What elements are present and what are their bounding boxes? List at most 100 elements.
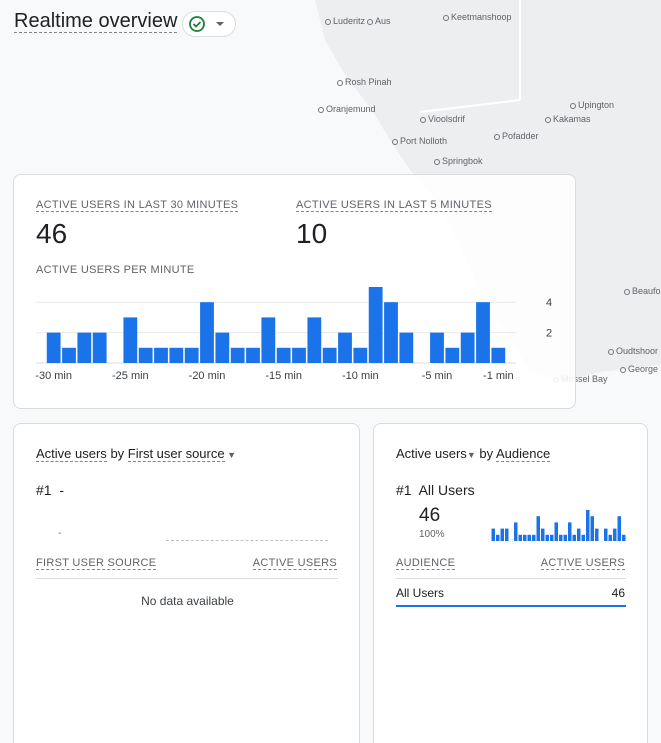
status-badge[interactable]	[182, 11, 236, 37]
spark-bar	[622, 534, 626, 541]
spark-bar	[496, 534, 500, 541]
spark-bar	[541, 528, 545, 541]
bar	[384, 302, 398, 363]
bar	[368, 287, 383, 363]
metric-label: ACTIVE USERS IN LAST 30 MINUTES	[36, 199, 239, 212]
bar	[123, 317, 138, 363]
summary-card: ACTIVE USERS IN LAST 30 MINUTES 46 ACTIV…	[13, 174, 576, 409]
place-label: Oudtshoor	[608, 346, 658, 356]
top-value: 46	[419, 505, 441, 526]
bar	[154, 347, 168, 363]
top-name: All Users	[418, 482, 475, 498]
y-tick-label: 4	[546, 297, 552, 309]
column-header[interactable]: ACTIVE USERS	[540, 557, 625, 570]
table-cell: All Users	[396, 586, 445, 600]
place-label: Aus	[367, 16, 391, 26]
x-tick-label: -1 min	[483, 370, 514, 382]
y-tick-label: 2	[546, 328, 552, 340]
place-label: Pofadder	[494, 131, 539, 141]
source-card: Active users by First user source ▼ #1 -…	[13, 423, 360, 743]
bar	[46, 332, 61, 363]
spark-bar	[572, 534, 576, 541]
place-label: Vioolsdrif	[420, 114, 465, 124]
bar	[169, 347, 184, 363]
x-tick-label: -5 min	[422, 370, 453, 382]
spark-bar	[563, 534, 567, 541]
row-underline	[396, 605, 626, 607]
top-row: #1 -	[36, 482, 64, 498]
place-label: George	[620, 364, 658, 374]
bar	[445, 347, 460, 363]
bar	[491, 347, 506, 363]
bar	[276, 347, 291, 363]
place-label: Keetmanshoop	[443, 12, 512, 22]
metric-label: ACTIVE USERS IN LAST 5 MINUTES	[296, 199, 492, 212]
spark-bar	[568, 522, 572, 541]
top-name: -	[59, 482, 65, 498]
chart-title: ACTIVE USERS PER MINUTE	[36, 264, 195, 276]
column-header[interactable]: ACTIVE USERS	[252, 557, 337, 570]
spark-bar	[577, 528, 581, 541]
place-label: Upington	[570, 100, 614, 110]
bar	[246, 347, 260, 363]
metric-name[interactable]: Active users	[36, 446, 107, 462]
chart: 2 4 -30 min -25 min -20 min -15 min -10 min -5 …	[35, 287, 552, 382]
metric-name[interactable]: Active users	[396, 446, 467, 461]
rank: #1	[36, 482, 52, 498]
column-header[interactable]: AUDIENCE	[396, 557, 456, 570]
spark-bar	[536, 516, 540, 541]
bar	[430, 332, 444, 363]
bar	[460, 332, 475, 363]
spark-bar	[550, 534, 554, 541]
metric-value: 46	[36, 218, 68, 249]
bar	[338, 332, 352, 363]
x-tick-label: -15 min	[265, 370, 302, 382]
x-tick-label: -25 min	[112, 370, 149, 382]
place-label: Port Nolloth	[392, 136, 447, 146]
spark-bar	[505, 528, 509, 541]
x-tick-label: -20 min	[189, 370, 226, 382]
bar	[92, 332, 107, 363]
bar	[261, 317, 276, 363]
dimension-name[interactable]: First user source	[127, 446, 225, 462]
spark-bar	[617, 516, 621, 541]
bar	[399, 332, 414, 363]
spark-bar	[500, 528, 504, 541]
spark-bar	[586, 510, 590, 541]
place-label: Oranjemund	[318, 104, 376, 114]
spark-bar	[518, 534, 522, 541]
spark-bar	[559, 534, 563, 541]
x-tick-label: -30 min	[35, 370, 72, 382]
column-header[interactable]: FIRST USER SOURCE	[36, 557, 157, 570]
title-text: Realtime overview	[14, 10, 178, 33]
spark-bar	[595, 528, 599, 541]
bar	[353, 347, 368, 363]
card-title: Active users by First user source ▼	[36, 446, 237, 462]
bar	[292, 347, 306, 363]
divider	[36, 578, 338, 579]
rank: #1	[396, 482, 412, 498]
place-label: Mossel Bay	[553, 374, 608, 384]
place-label: Kakamas	[545, 114, 591, 124]
spark-bar	[545, 534, 549, 541]
spark-bar	[590, 516, 594, 541]
empty-sparkline	[166, 540, 328, 541]
bar	[77, 332, 92, 363]
bar	[62, 347, 76, 363]
dimension-name[interactable]: Audience	[496, 446, 551, 462]
x-tick-label: -10 min	[342, 370, 379, 382]
place-label: Rosh Pinah	[337, 77, 392, 87]
bar	[138, 347, 153, 363]
bar	[200, 302, 214, 363]
by-text: by	[479, 446, 494, 461]
bar	[307, 317, 322, 363]
spark-bar	[514, 522, 518, 541]
top-value: -	[58, 528, 62, 539]
spark-bar	[604, 528, 608, 541]
sparkline	[491, 510, 626, 541]
spark-bar	[527, 534, 531, 541]
by-text: by	[110, 446, 125, 461]
divider	[396, 578, 626, 579]
top-share: 100%	[419, 529, 445, 540]
